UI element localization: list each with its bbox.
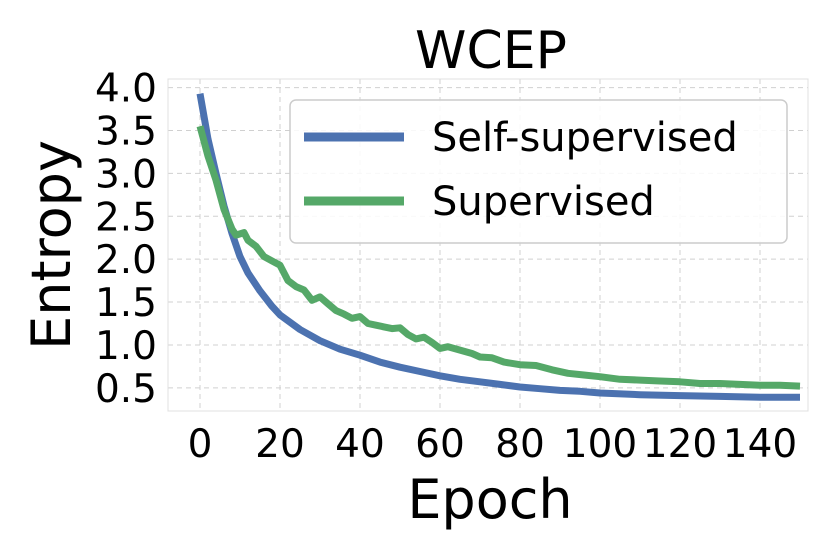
- legend-label-supervised: Supervised: [432, 179, 655, 225]
- y-tick-label: 2.5: [95, 195, 157, 240]
- series-line-supervised: [196, 125, 801, 390]
- x-axis-ticks: 0 20 40 60 80 100 120 140: [188, 422, 798, 467]
- legend[interactable]: Self-supervised Supervised: [289, 99, 788, 244]
- x-tick-label: 120: [643, 422, 717, 467]
- legend-box: [289, 99, 788, 244]
- y-axis-ticks: 0.51.01.52.02.53.03.54.0: [95, 67, 157, 412]
- series-lines: [196, 92, 801, 401]
- y-tick-label: 0.5: [95, 367, 157, 412]
- y-tick-label: 1.0: [95, 324, 157, 369]
- y-tick-label: 3.5: [95, 109, 157, 154]
- x-tick-label: 0: [188, 422, 213, 467]
- x-tick-label: 60: [415, 422, 465, 467]
- x-tick-label: 20: [255, 422, 305, 467]
- y-tick-label: 2.0: [95, 238, 157, 283]
- x-axis-label: Epoch: [407, 468, 572, 531]
- y-tick-label: 1.5: [95, 281, 157, 326]
- x-tick-label: 40: [335, 422, 385, 467]
- y-tick-label: 3.0: [95, 152, 157, 197]
- chart-title: WCEP: [415, 21, 567, 81]
- plot-frame: [167, 78, 809, 412]
- series-line-self-supervised: [196, 92, 800, 401]
- x-tick-label: 140: [723, 422, 797, 467]
- legend-label-self-supervised: Self-supervised: [432, 115, 738, 161]
- y-axis-label: Entropy: [20, 140, 83, 350]
- x-tick-label: 100: [563, 422, 637, 467]
- y-tick-label: 4.0: [95, 67, 157, 112]
- x-tick-label: 80: [495, 422, 545, 467]
